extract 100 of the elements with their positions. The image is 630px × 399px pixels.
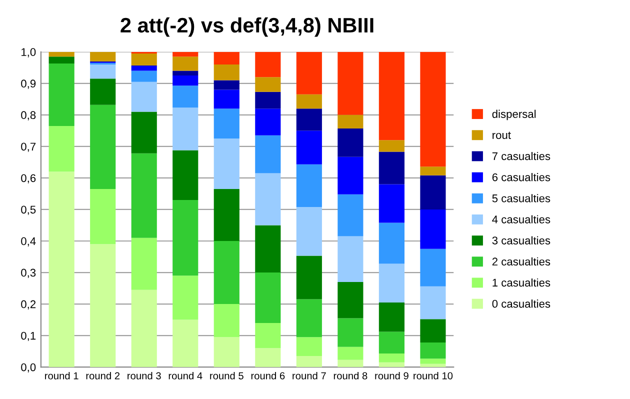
bar xyxy=(378,140,404,152)
bar xyxy=(214,80,240,90)
bar xyxy=(296,299,322,338)
bar xyxy=(214,52,240,64)
bar xyxy=(420,166,446,176)
bar xyxy=(172,276,198,320)
bar xyxy=(378,264,404,302)
bar xyxy=(255,92,281,109)
y-tick-label: 0,9 xyxy=(21,80,36,89)
bar xyxy=(420,364,446,368)
bar xyxy=(378,302,404,332)
legend-label: dispersal xyxy=(492,110,536,120)
bar xyxy=(296,206,322,256)
x-tick-label: round 6 xyxy=(251,372,285,380)
bar xyxy=(214,64,240,80)
bar xyxy=(48,172,74,368)
bar xyxy=(338,114,364,128)
chart-title: 2 att(-2) vs def(3,4,8) NBIII xyxy=(120,17,374,37)
bar xyxy=(338,128,364,157)
x-tick-label: round 3 xyxy=(128,372,161,380)
legend-label: 4 casualties xyxy=(492,215,550,224)
bar xyxy=(338,156,364,194)
bar xyxy=(338,236,364,282)
legend-label: 1 casualties xyxy=(492,278,550,287)
bar xyxy=(378,184,404,223)
bar xyxy=(90,244,116,368)
bar xyxy=(131,70,157,82)
y-tick-label: 1,0 xyxy=(21,48,36,58)
bar xyxy=(172,70,198,76)
bar xyxy=(255,135,281,174)
bar xyxy=(172,320,198,368)
x-tick-label: round 4 xyxy=(168,372,202,380)
x-tick-label: round 7 xyxy=(292,372,326,380)
bar xyxy=(420,209,446,249)
x-tick-label: round 9 xyxy=(375,372,408,380)
bar xyxy=(48,56,74,64)
bar xyxy=(378,222,404,264)
bar xyxy=(338,360,364,368)
bar xyxy=(214,304,240,338)
legend-label: 5 casualties xyxy=(492,194,550,202)
bar xyxy=(172,76,198,86)
bar xyxy=(48,52,74,57)
bar xyxy=(378,362,404,368)
bar xyxy=(296,256,322,300)
bar xyxy=(296,94,322,109)
bar xyxy=(90,188,116,244)
y-tick-label: 0,0 xyxy=(21,363,36,373)
bar xyxy=(214,138,240,189)
bar xyxy=(131,53,157,66)
bar xyxy=(172,52,198,57)
bar xyxy=(420,248,446,286)
bar xyxy=(90,104,116,189)
bar xyxy=(378,332,404,354)
bar xyxy=(255,225,281,273)
x-tick-label: round 1 xyxy=(45,372,78,380)
bar xyxy=(296,164,322,207)
bar xyxy=(214,240,240,304)
bar xyxy=(131,290,157,368)
y-tick-label: 0,3 xyxy=(21,268,36,278)
x-tick-label: round 8 xyxy=(334,372,368,380)
bar xyxy=(172,108,198,150)
x-tick-label: round 5 xyxy=(210,372,244,380)
y-tick-label: 0,8 xyxy=(21,111,36,120)
bar xyxy=(338,282,364,318)
bar xyxy=(214,108,240,139)
y-tick-label: 0,4 xyxy=(21,237,36,246)
y-tick-label: 0,2 xyxy=(21,300,36,310)
bar xyxy=(172,86,198,108)
bar xyxy=(255,322,281,348)
bar xyxy=(90,78,116,105)
bar xyxy=(420,52,446,167)
bar xyxy=(296,356,322,368)
legend-label: 6 casualties xyxy=(492,173,550,182)
y-tick-label: 0,7 xyxy=(21,142,36,152)
legend-label: rout xyxy=(492,132,511,140)
bar xyxy=(378,52,404,140)
bar xyxy=(48,64,74,126)
bar xyxy=(338,52,364,115)
bar xyxy=(420,358,446,364)
bar xyxy=(131,66,157,71)
y-tick-label: 0,6 xyxy=(21,174,36,184)
bar xyxy=(296,337,322,356)
legend-label: 2 casualties xyxy=(492,257,550,266)
bar xyxy=(255,173,281,226)
bar xyxy=(420,286,446,320)
bar xyxy=(214,337,240,368)
bar xyxy=(48,126,74,172)
legend-label: 0 casualties xyxy=(492,300,550,308)
bar xyxy=(378,152,404,184)
legend-label: 3 casualties xyxy=(492,236,550,244)
bar xyxy=(296,108,322,131)
bar xyxy=(172,56,198,71)
bar xyxy=(420,175,446,210)
bar xyxy=(255,108,281,136)
y-tick-label: 0,1 xyxy=(21,332,36,342)
bar xyxy=(131,82,157,112)
y-tick-label: 0,5 xyxy=(21,206,36,215)
bar xyxy=(214,188,240,241)
bar xyxy=(378,354,404,362)
bar xyxy=(338,194,364,236)
